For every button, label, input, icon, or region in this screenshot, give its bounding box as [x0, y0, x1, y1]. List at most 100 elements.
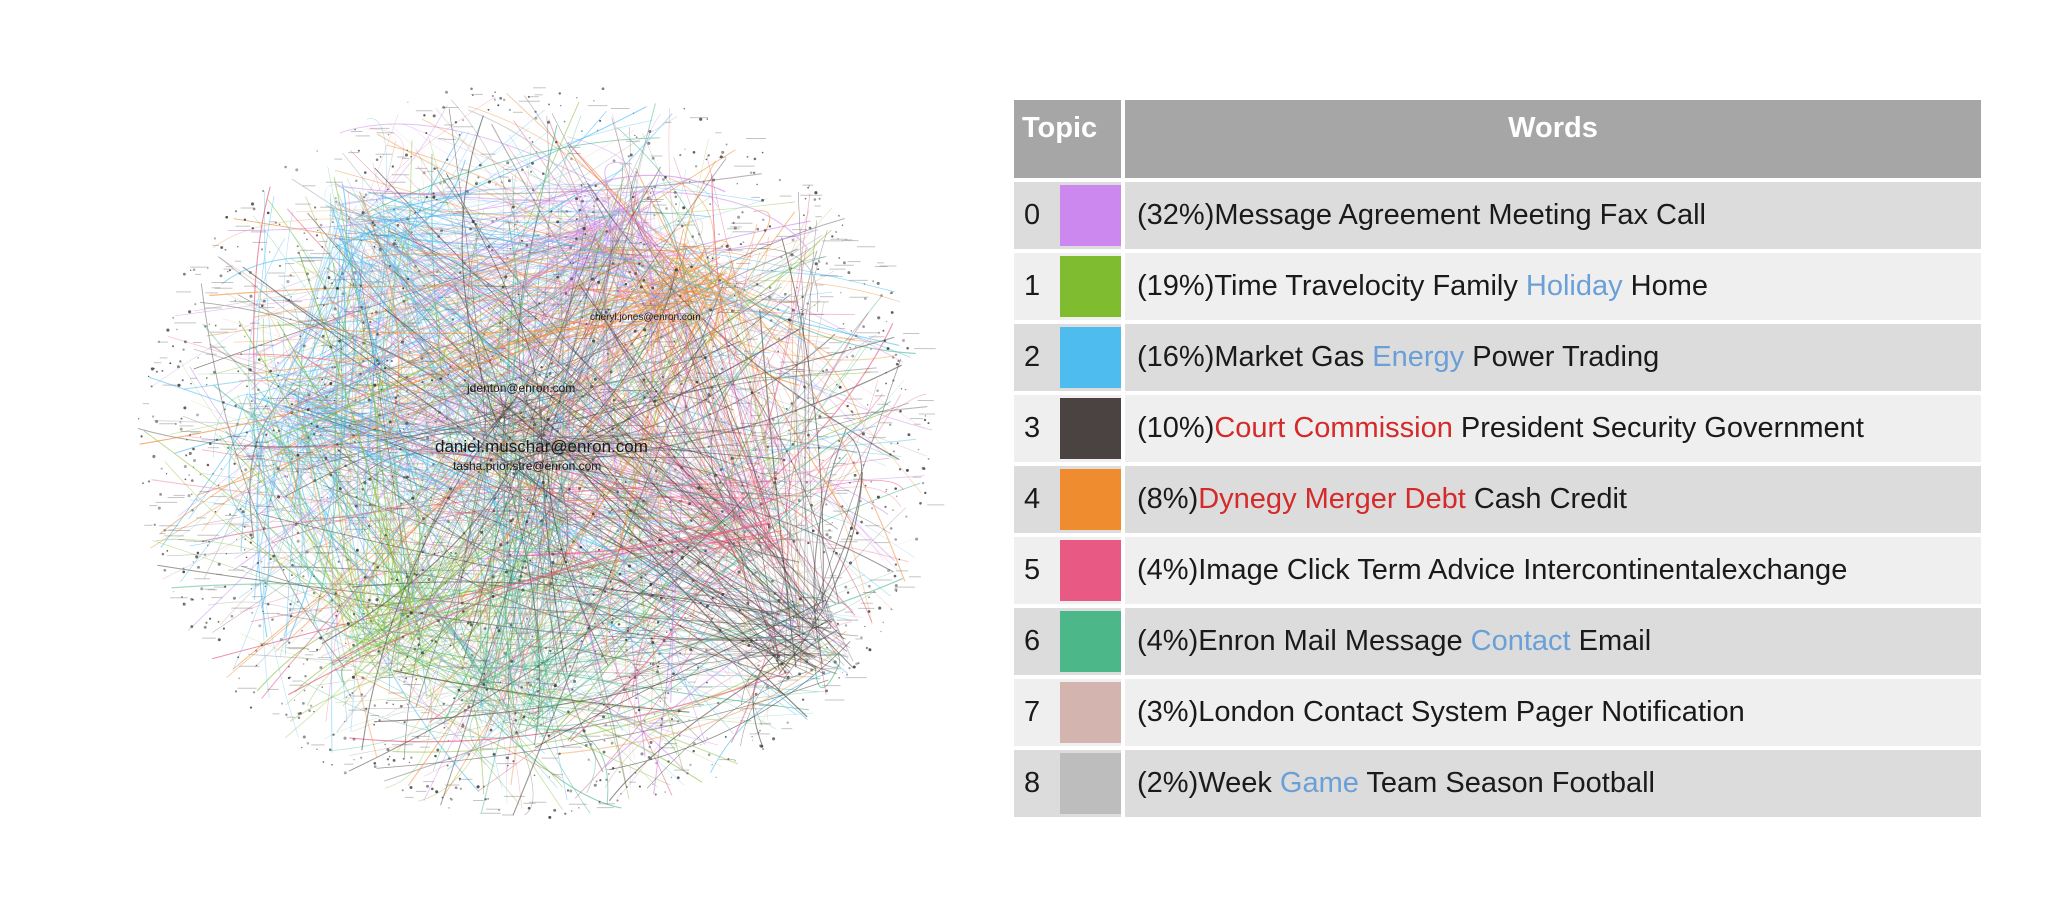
network-edge	[675, 306, 749, 606]
network-node	[515, 220, 519, 223]
network-edge	[378, 209, 485, 651]
network-node	[405, 389, 409, 392]
network-node	[895, 495, 898, 498]
network-node	[306, 658, 309, 661]
network-node	[288, 298, 291, 301]
network-edge	[357, 589, 505, 674]
network-node	[549, 581, 553, 585]
network-node	[558, 400, 562, 403]
network-node	[659, 335, 663, 339]
network-node	[587, 626, 590, 630]
network-node	[408, 761, 411, 764]
network-node	[421, 381, 424, 384]
network-node	[373, 245, 376, 248]
network-edge	[557, 269, 676, 457]
network-edge	[369, 96, 496, 204]
network-edge	[503, 328, 800, 464]
network-edge	[307, 235, 606, 325]
network-edge	[383, 642, 772, 726]
network-node	[675, 537, 677, 539]
network-node	[571, 688, 574, 691]
network-node	[286, 476, 289, 478]
network-node	[602, 750, 606, 754]
network-node	[498, 809, 500, 811]
network-node	[393, 208, 395, 211]
network-node	[289, 614, 293, 618]
network-edge	[629, 256, 727, 615]
network-edge	[738, 542, 784, 664]
network-node	[276, 466, 281, 471]
network-node	[550, 210, 553, 213]
network-edge	[725, 537, 909, 563]
topic-words-table: Topic Words 0 (32%)Message Agreement Meet…	[1010, 96, 1985, 821]
network-node	[303, 689, 306, 692]
network-node	[590, 384, 594, 388]
network-node	[690, 265, 693, 269]
network-node	[828, 535, 832, 540]
network-node	[447, 757, 451, 760]
network-node	[446, 175, 449, 177]
network-edge	[369, 119, 653, 270]
network-node	[540, 365, 543, 369]
network-edge	[508, 134, 681, 311]
topic-number: 4	[1024, 483, 1041, 515]
network-node	[436, 619, 441, 623]
network-node	[482, 678, 485, 681]
network-node	[706, 681, 708, 684]
network-edge	[249, 435, 308, 468]
network-node	[555, 141, 558, 144]
network-node	[191, 493, 193, 495]
network-edge	[372, 536, 791, 555]
network-node	[691, 579, 694, 583]
network-edge	[316, 187, 420, 443]
network-edge	[564, 448, 808, 718]
network-edge	[219, 202, 649, 555]
network-node	[628, 539, 632, 542]
network-edge	[398, 651, 671, 786]
network-node	[675, 203, 678, 206]
network-node	[695, 287, 697, 289]
network-node	[705, 398, 708, 401]
network-node	[877, 316, 881, 320]
network-node	[316, 748, 318, 750]
network-node	[245, 431, 248, 434]
network-node	[659, 700, 662, 703]
network-node	[369, 320, 372, 324]
network-node	[892, 509, 894, 511]
network-node	[334, 592, 337, 595]
network-node	[721, 245, 724, 248]
network-node	[492, 509, 496, 513]
network-node	[842, 323, 845, 325]
network-node	[593, 515, 596, 518]
network-node	[649, 757, 653, 761]
network-node	[684, 527, 687, 531]
network-node	[284, 475, 287, 477]
network-node	[355, 548, 359, 552]
network-node	[814, 262, 818, 266]
network-node	[319, 223, 323, 227]
network-edge	[385, 206, 746, 291]
network-node	[361, 676, 365, 680]
network-edge	[252, 366, 569, 396]
topic-color-swatch	[1060, 256, 1121, 317]
network-edge	[262, 318, 372, 646]
network-node	[491, 220, 494, 223]
network-node	[795, 364, 797, 366]
network-node	[527, 681, 530, 685]
network-node	[860, 520, 863, 524]
network-node	[653, 185, 657, 189]
network-node	[575, 403, 577, 406]
network-node	[894, 538, 898, 541]
network-node	[846, 404, 849, 408]
network-node	[275, 468, 279, 471]
network-edge	[704, 251, 753, 289]
topic-word-segment: (16%)Market Gas	[1137, 341, 1373, 373]
network-node	[782, 560, 785, 562]
network-edge	[535, 560, 602, 718]
network-edge	[286, 435, 409, 575]
network-edge	[188, 226, 367, 520]
network-node	[642, 303, 644, 305]
network-edge	[300, 250, 441, 383]
network-node	[670, 718, 674, 721]
network-edge	[232, 236, 355, 671]
